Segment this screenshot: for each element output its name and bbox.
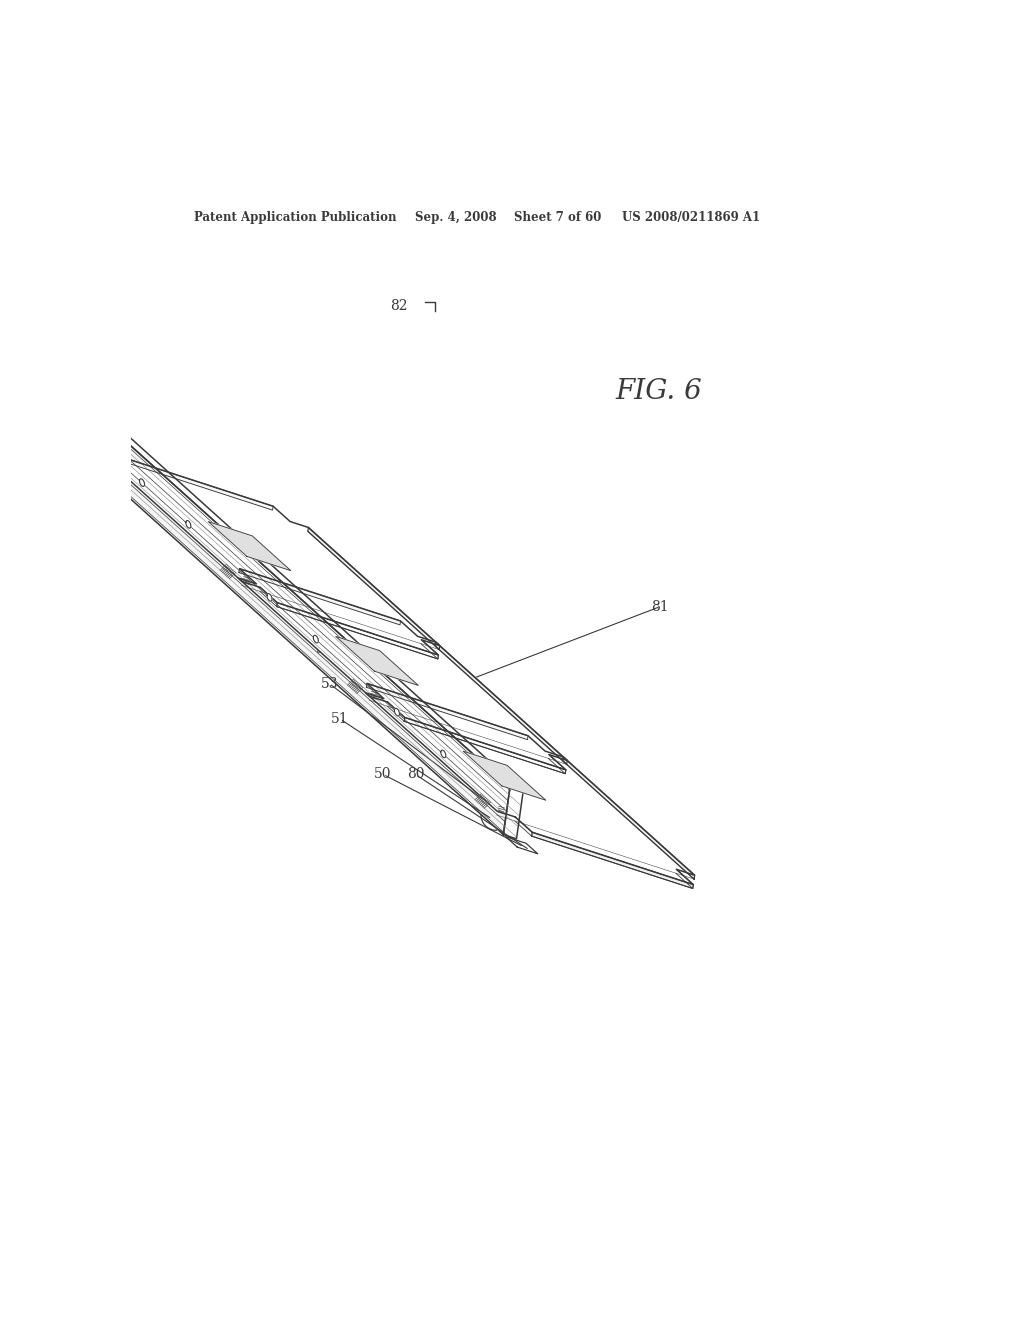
Polygon shape: [139, 479, 144, 487]
Polygon shape: [504, 787, 523, 838]
Polygon shape: [366, 684, 694, 884]
Polygon shape: [435, 643, 567, 764]
Text: FIG. 6: FIG. 6: [615, 378, 702, 405]
Polygon shape: [308, 528, 439, 649]
Text: Sep. 4, 2008: Sep. 4, 2008: [416, 211, 497, 224]
Polygon shape: [404, 718, 566, 774]
Polygon shape: [267, 594, 272, 601]
Polygon shape: [336, 636, 419, 685]
Polygon shape: [463, 751, 546, 800]
Polygon shape: [111, 454, 439, 655]
Text: 53: 53: [321, 677, 338, 690]
Text: 81: 81: [651, 599, 669, 614]
Polygon shape: [82, 401, 523, 792]
Polygon shape: [506, 837, 538, 854]
Polygon shape: [239, 569, 400, 624]
Polygon shape: [563, 756, 694, 879]
Text: US 2008/0211869 A1: US 2008/0211869 A1: [622, 211, 760, 224]
Polygon shape: [367, 684, 528, 739]
Polygon shape: [440, 750, 445, 758]
Polygon shape: [76, 401, 510, 834]
Polygon shape: [186, 520, 190, 528]
Polygon shape: [208, 521, 291, 570]
Polygon shape: [394, 709, 399, 715]
Polygon shape: [313, 635, 318, 643]
Polygon shape: [276, 603, 438, 659]
Text: 52: 52: [315, 642, 334, 656]
Text: 80: 80: [407, 767, 424, 781]
Polygon shape: [239, 569, 567, 770]
Polygon shape: [112, 454, 273, 510]
Text: 82: 82: [390, 300, 408, 313]
Text: Sheet 7 of 60: Sheet 7 of 60: [514, 211, 601, 224]
Text: Patent Application Publication: Patent Application Publication: [194, 211, 396, 224]
Polygon shape: [531, 832, 693, 888]
Text: 50: 50: [375, 767, 392, 781]
Text: 51: 51: [331, 711, 349, 726]
